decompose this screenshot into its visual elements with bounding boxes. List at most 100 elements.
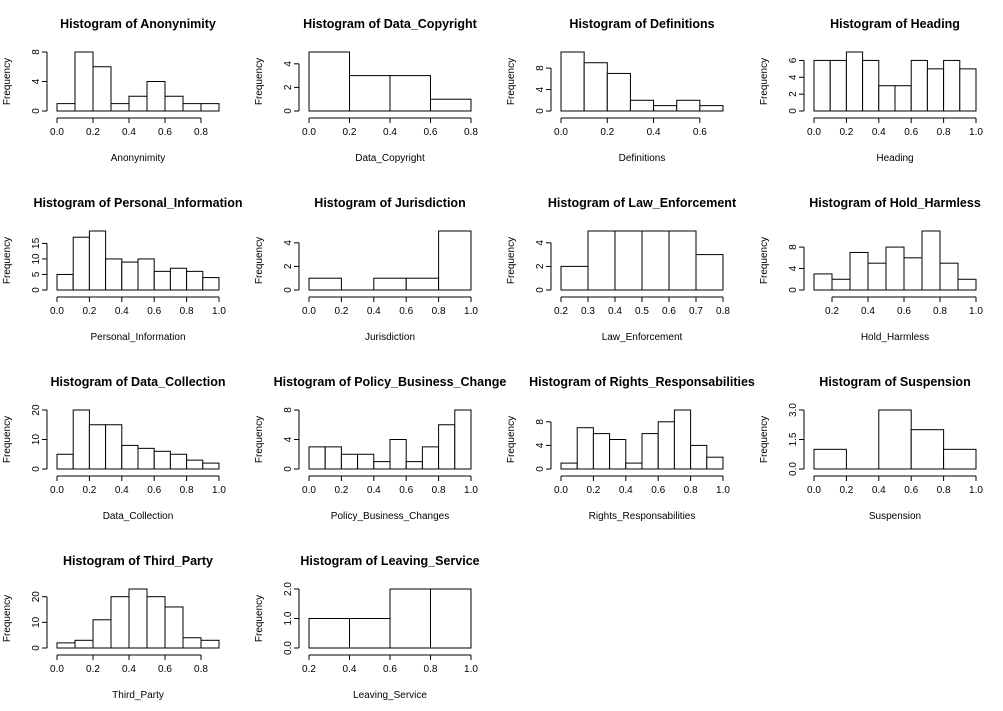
x-tick-label: 0.0 [302,306,316,317]
x-tick-label: 0.8 [937,127,951,138]
x-axis-label: Hold_Harmless [861,332,929,343]
x-tick-label: 1.0 [716,485,730,496]
y-tick-label: 2 [283,84,294,90]
histogram-bar [182,637,202,649]
x-tick-label: 0.2 [825,306,839,317]
histogram-bar [910,59,928,112]
x-tick-label: 1.0 [464,485,478,496]
histogram-bar [943,448,977,470]
histogram-bar [308,446,326,470]
histogram-bar [74,51,94,112]
histogram-bar [885,246,905,291]
histogram-bar [676,99,701,112]
x-tick-label: 0.6 [147,306,161,317]
y-axis-label: Frequency [2,58,13,105]
y-tick-label: 4 [535,442,546,448]
histogram-bar [105,258,123,291]
x-tick-label: 0.0 [302,485,316,496]
histogram-bar [695,254,724,291]
histogram-bar [867,262,887,291]
histogram-bar [690,444,708,470]
x-axis-label: Definitions [619,153,666,164]
histogram-bar [606,72,631,112]
x-tick-label: 0.4 [872,485,886,496]
histogram-bar [629,99,655,112]
histogram-bar [389,588,431,649]
x-axis-label: Law_Enforcement [602,332,683,343]
x-tick-label: 0.4 [343,664,357,675]
x-tick-label: 0.4 [115,306,129,317]
x-tick-label: 0.6 [897,306,911,317]
histogram-bar [576,427,594,470]
histogram-bar [560,462,578,470]
histogram-bar [308,51,350,112]
x-tick-label: 0.0 [807,485,821,496]
panel-title: Histogram of Third_Party [63,554,213,568]
y-axis-label: Frequency [506,237,517,284]
x-tick-label: 0.8 [464,127,478,138]
histogram-bar [813,448,847,470]
x-tick-label: 0.8 [194,127,208,138]
histogram-bar [813,273,833,291]
histogram-bar [340,453,359,470]
histogram-bar [72,236,90,291]
y-tick-label: 4 [788,265,799,271]
histogram-bar [186,459,204,470]
x-tick-label: 0.3 [581,306,595,317]
x-axis-label: Leaving_Service [353,690,427,701]
x-tick-label: 0.2 [839,127,853,138]
y-tick-label: 1.0 [283,611,294,625]
histogram-panel: Histogram of Heading 0.0 0.2 0.4 0.6 0.8 1.0 0 2… [759,17,983,164]
histogram-bar [614,230,643,291]
x-tick-label: 0.4 [367,306,381,317]
y-tick-label: 4 [535,240,546,246]
histogram-bar [389,439,407,470]
x-tick-label: 0.2 [302,664,316,675]
histogram-bar [72,409,90,470]
histogram-bar [587,230,616,291]
histogram-bar [164,95,184,112]
y-axis-label: Frequency [2,237,13,284]
x-tick-label: 0.2 [86,127,100,138]
x-tick-label: 0.4 [367,485,381,496]
histogram-bar [641,230,670,291]
y-tick-label: 2 [535,263,546,269]
histogram-bar [308,277,342,291]
y-tick-label: 4 [535,86,546,92]
histogram-bar [894,85,912,112]
histogram-bar [169,267,188,291]
y-tick-label: 5 [31,271,42,277]
y-axis-label: Frequency [506,416,517,463]
histogram-bar [405,277,440,291]
histogram-bar [939,262,959,291]
x-tick-label: 0.4 [619,485,633,496]
histogram-panel: Histogram of Data_Collection 0.0 0.2 0.4 0.6… [2,375,226,522]
panel-title: Histogram of Suspension [819,375,970,389]
histogram-bar [324,446,342,470]
histogram-bar [146,596,166,649]
histogram-bar [878,85,896,112]
histogram-bar [641,433,659,470]
y-tick-label: 0 [283,466,294,472]
histogram-bar [583,62,608,112]
histogram-bar [405,461,423,470]
y-axis-label: Frequency [254,416,265,463]
histogram-bar [146,81,166,112]
histogram-bar [421,446,440,470]
x-tick-label: 1.0 [464,664,478,675]
y-tick-label: 8 [535,419,546,425]
y-axis-label: Frequency [759,58,770,105]
x-tick-label: 0.6 [399,485,413,496]
x-axis-label: Suspension [869,511,921,522]
histogram-bar [903,257,923,291]
histogram-bar [56,453,74,470]
histogram-bar [699,105,724,112]
histogram-bar [308,618,350,649]
y-tick-label: 15 [31,237,42,249]
histogram-panel: Histogram of Hold_Harmless 0.2 0.4 0.6 0.8 1.… [759,196,983,343]
y-tick-label: 6 [788,57,799,63]
histogram-bar [430,98,472,112]
x-axis-label: Anonynimity [111,153,165,164]
x-tick-label: 0.6 [904,485,918,496]
y-axis-label: Frequency [759,416,770,463]
